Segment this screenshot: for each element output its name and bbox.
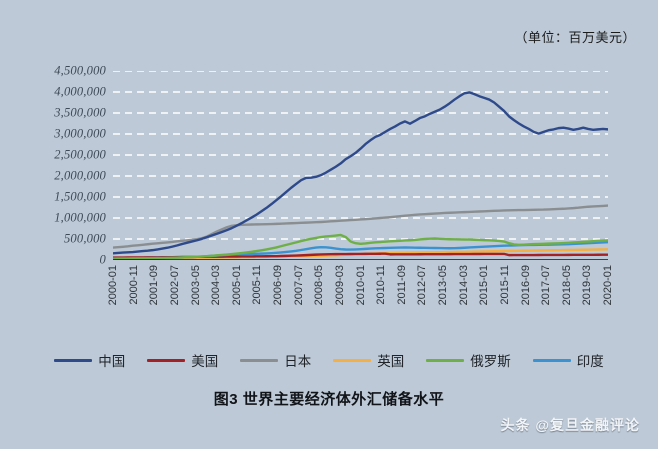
y-axis-tick-label: 2,500,000 <box>54 147 106 162</box>
legend-color-swatch <box>426 358 465 362</box>
legend-item[interactable]: 印度 <box>532 350 604 370</box>
y-axis-tick-label: 4,000,000 <box>54 84 106 99</box>
series-line <box>113 233 608 260</box>
x-axis-tick-label: 2007-07 <box>292 265 305 306</box>
line-chart-svg <box>113 71 608 260</box>
y-axis-tick-label: 1,000,000 <box>54 210 106 225</box>
legend-label: 印度 <box>576 354 604 369</box>
x-axis-tick-label: 2020-01 <box>602 265 614 306</box>
watermark-text: 头条 @复旦金融评论 <box>500 417 640 433</box>
x-axis-tick-label: 2015-01 <box>478 265 491 306</box>
y-axis-tick-label: 3,000,000 <box>54 126 106 141</box>
x-axis-tick-label: 2017-07 <box>540 265 553 306</box>
legend-label: 日本 <box>284 354 312 369</box>
legend-color-swatch <box>240 358 279 362</box>
x-axis-tick-label: 2003-05 <box>189 265 202 306</box>
y-axis-tick-label: 2,000,000 <box>54 168 106 183</box>
x-axis-labels: 2000-01 2000-11 2001-09 2002-07 2003-05 2004-… <box>107 265 614 327</box>
x-axis-tick-label: 2006-09 <box>272 265 284 306</box>
chart-figure: 4,500,000 4,000,000 3,500,000 3,000,000 2,50… <box>0 58 658 268</box>
legend-color-swatch <box>532 358 571 362</box>
legend-item[interactable]: 俄罗斯 <box>426 350 511 370</box>
legend-color-swatch <box>147 358 186 362</box>
x-axis-tick-label: 2016-09 <box>519 265 532 306</box>
y-axis-tick-label: 4,500,000 <box>54 63 106 78</box>
figure-caption: 图3 世界主要经济体外汇储备水平 <box>213 391 445 408</box>
legend-color-swatch <box>54 358 93 362</box>
series-line <box>113 204 608 249</box>
legend-label: 俄罗斯 <box>470 354 511 369</box>
x-axis-tick-label: 2014-03 <box>457 265 470 306</box>
series-line <box>113 91 608 255</box>
x-axis-tick-label: 2004-03 <box>210 265 223 306</box>
x-axis-tick-label: 2010-01 <box>354 265 367 306</box>
x-axis-tick-label: 2005-01 <box>230 265 243 306</box>
legend-label: 英国 <box>377 354 405 369</box>
legend-item[interactable]: 日本 <box>240 350 311 370</box>
legend-label: 中国 <box>98 354 126 369</box>
x-axis-tick-label: 2019-03 <box>581 265 594 306</box>
x-axis-tick-label: 2005-11 <box>251 265 264 305</box>
legend-item[interactable]: 英国 <box>333 350 404 370</box>
x-axis-tick-label: 2002-07 <box>168 265 181 306</box>
x-axis-tick-label: 2000-11 <box>127 265 140 305</box>
x-axis-tick-label: 2010-11 <box>375 265 388 305</box>
x-axis-tick-label: 2018-05 <box>560 265 573 306</box>
plot-area <box>113 71 608 260</box>
y-axis-tick-label: 500,000 <box>63 231 106 246</box>
x-axis-tick-label: 2011-09 <box>395 265 408 305</box>
y-axis-tick-label: 3,500,000 <box>54 105 106 120</box>
x-axis-tick-label: 2015-11 <box>498 265 511 305</box>
x-axis-tick-label: 2000-01 <box>107 265 119 306</box>
legend-item[interactable]: 美国 <box>147 350 218 370</box>
unit-annotation: （单位：百万美元） <box>514 30 636 45</box>
y-axis-tick-label: 1,500,000 <box>54 189 106 204</box>
x-axis-tick-label: 2013-05 <box>437 265 449 306</box>
chart-legend: 中国 美国 日本 英国 俄罗斯 印度 <box>0 348 658 372</box>
legend-item[interactable]: 中国 <box>54 350 125 370</box>
x-axis-tick-label: 2001-09 <box>148 265 161 306</box>
legend-label: 美国 <box>191 354 219 369</box>
x-axis-tick-label: 2009-03 <box>333 265 346 306</box>
y-axis-labels: 4,500,000 4,000,000 3,500,000 3,000,000 2,50… <box>0 64 106 267</box>
y-axis-tick-label: 0 <box>99 252 106 267</box>
legend-color-swatch <box>333 358 372 362</box>
x-axis-tick-label: 2008-05 <box>313 265 326 306</box>
x-axis-tick-label: 2012-07 <box>416 265 429 306</box>
